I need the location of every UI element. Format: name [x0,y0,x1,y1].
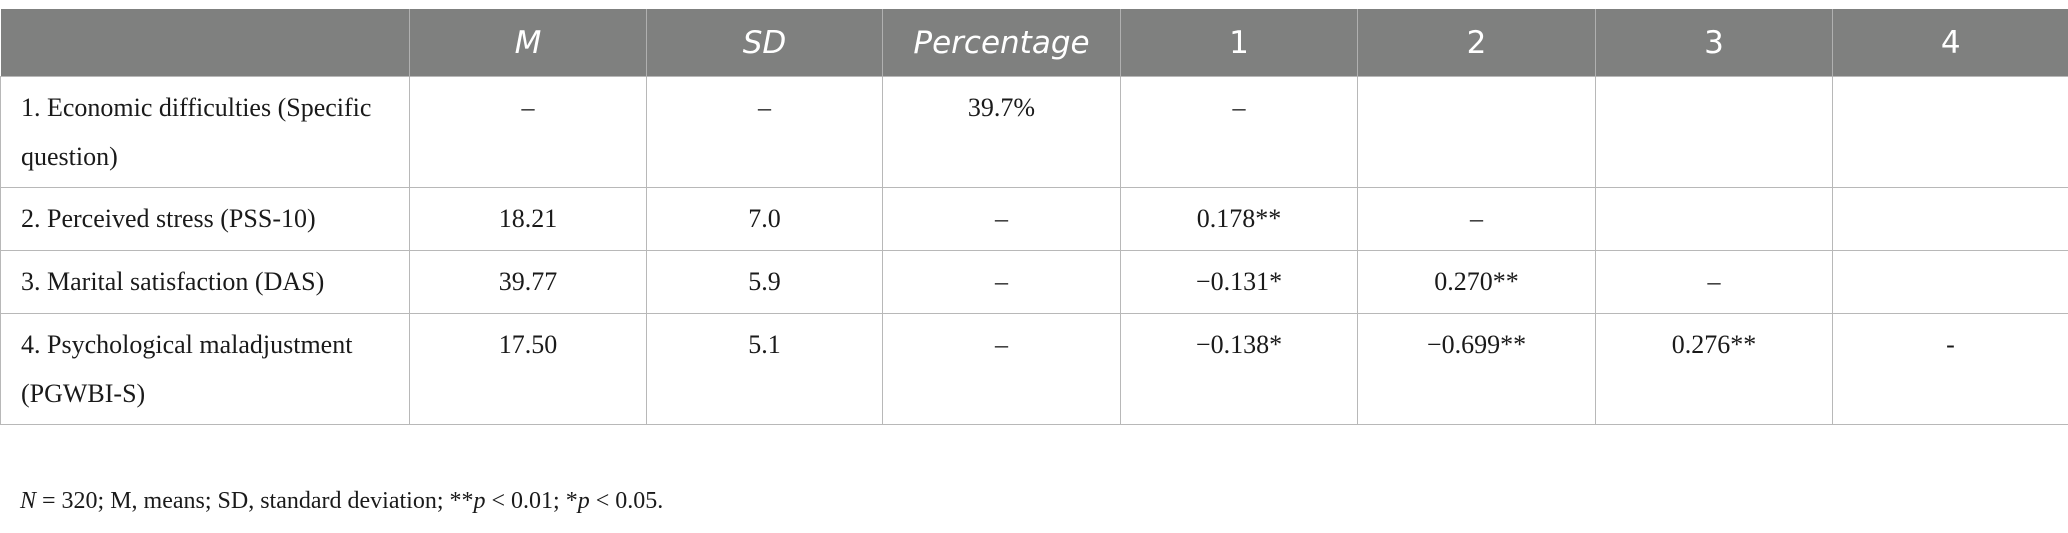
table-cell: – [882,187,1121,251]
header-cell: 4 [1832,9,2068,77]
table-cell: – [882,313,1121,425]
header-cell: M [409,9,647,77]
table-cell: – [1357,187,1596,251]
table-cell: – [409,76,647,188]
table-cell: −0.138* [1120,313,1358,425]
table-cell: 17.50 [409,313,647,425]
table-cell: 0.270** [1357,250,1596,314]
table-cell [1832,76,2068,188]
table-cell: – [882,250,1121,314]
footnote: N = 320; M, means; SD, standard deviatio… [20,488,663,515]
table-cell: – [646,76,883,188]
table-cell [1832,187,2068,251]
header-cell: SD [646,9,883,77]
table-cell: 0.276** [1595,313,1833,425]
header-cell: 1 [1120,9,1358,77]
table-cell [1832,250,2068,314]
table-row: 2. Perceived stress (PSS-10) 18.21 7.0–0.1… [0,187,2068,251]
table-cell: 5.9 [646,250,883,314]
row-label: 3. Marital satisfaction (DAS) [0,250,410,314]
header-cell: 2 [1357,9,1596,77]
table-row: 1. Economic difficulties (Specific quest… [0,76,2068,188]
row-label: 2. Perceived stress (PSS-10) [0,187,410,251]
row-label: 1. Economic difficulties (Specific quest… [0,76,410,188]
header-cell [0,9,410,77]
note-text: p [473,488,486,514]
table-cell [1595,187,1833,251]
note-text: N [20,488,37,514]
header-cell: Percentage [882,9,1121,77]
table-cell: – [1595,250,1833,314]
row-label: 4. Psychological maladjustment (PGWBI-S) [0,313,410,425]
table-cell: 39.7% [882,76,1121,188]
table-row: 4. Psychological maladjustment (PGWBI-S)… [0,313,2068,425]
table-cell: 7.0 [646,187,883,251]
note-text: p [577,488,590,514]
data-table: M SD Percentage 1 2 3 4 1. Economic difficulti… [0,9,2068,425]
table-cell [1357,76,1596,188]
table-cell [1595,76,1833,188]
table-cell: −0.131* [1120,250,1358,314]
note-text: < 0.05. [589,488,664,514]
header-cell: 3 [1595,9,1833,77]
table-cell: −0.699** [1357,313,1596,425]
table-cell: 39.77 [409,250,647,314]
table-cell: – [1120,76,1358,188]
table-row: 3. Marital satisfaction (DAS) 39.77 5.9– −0… [0,250,2068,314]
table-cell: 18.21 [409,187,647,251]
header-row: M SD Percentage 1 2 3 4 [0,9,2068,77]
table-cell: 0.178** [1120,187,1358,251]
table-cell: 5.1 [646,313,883,425]
note-text: < 0.01; * [485,488,578,514]
table-cell: - [1832,313,2068,425]
note-text: = 320; M, means; SD, standard deviation;… [36,488,474,514]
